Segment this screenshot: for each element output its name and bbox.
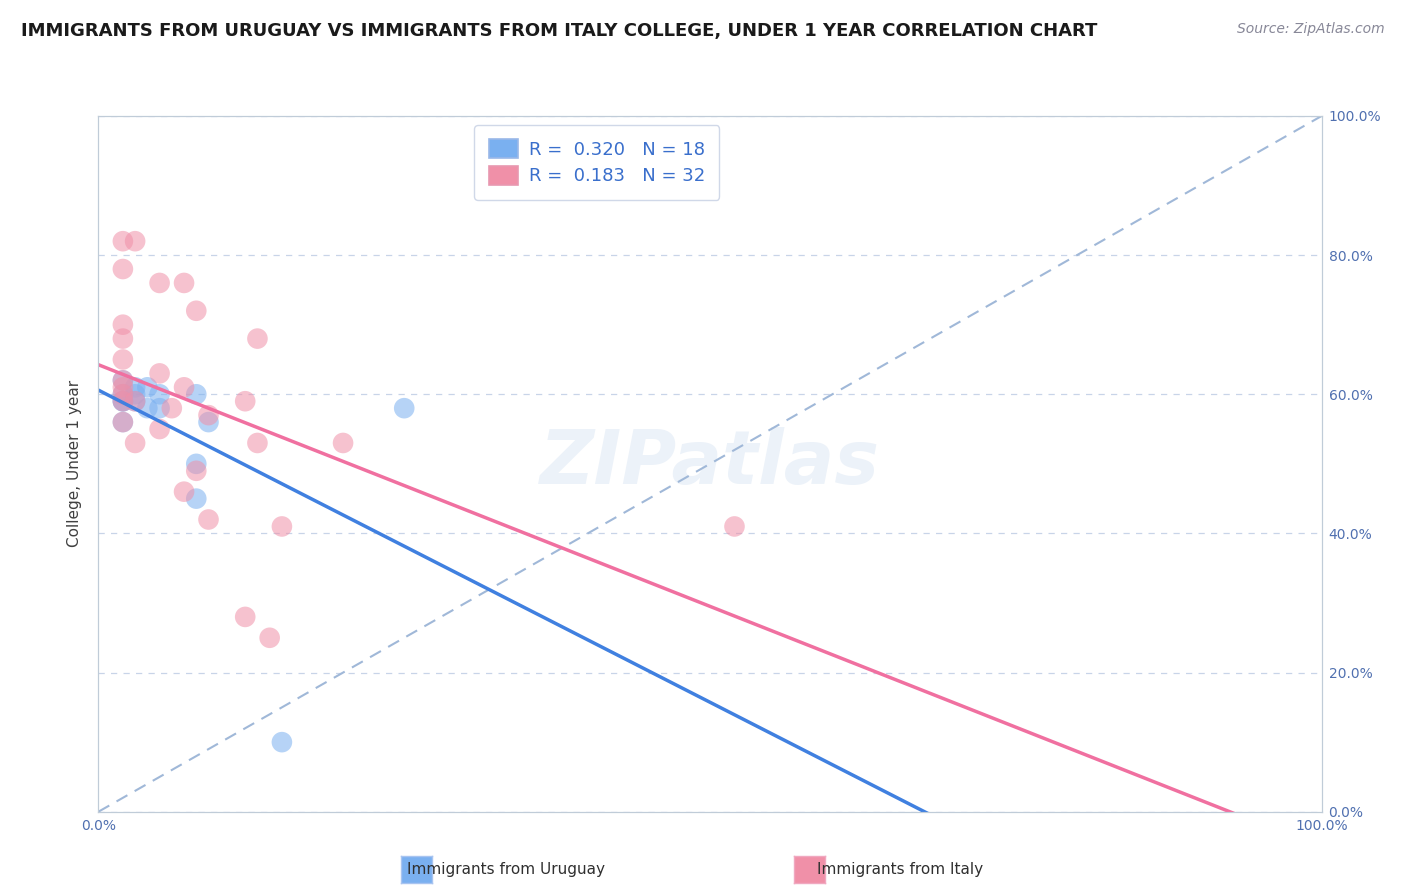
Point [124,394,146,409]
Point [111,394,134,409]
Point [186,457,208,471]
Point [173,276,195,290]
Point [149,276,172,290]
Text: ZIPatlas: ZIPatlas [540,427,880,500]
Point [186,491,208,506]
Point [246,436,269,450]
Point [111,318,134,332]
Point [111,415,134,429]
Point [111,394,134,409]
Point [186,303,208,318]
Point [197,415,219,429]
Point [111,373,134,387]
Point [124,387,146,401]
Text: IMMIGRANTS FROM URUGUAY VS IMMIGRANTS FROM ITALY COLLEGE, UNDER 1 YEAR CORRELATI: IMMIGRANTS FROM URUGUAY VS IMMIGRANTS FR… [21,22,1098,40]
Point [111,262,134,277]
Point [332,436,354,450]
Point [186,387,208,401]
Point [270,735,294,749]
Point [723,519,745,533]
Text: Immigrants from Italy: Immigrants from Italy [817,863,983,877]
Point [111,415,134,429]
Point [197,408,219,422]
Legend: R =  0.320   N = 18, R =  0.183   N = 32: R = 0.320 N = 18, R = 0.183 N = 32 [474,125,720,200]
Point [136,401,159,416]
Point [124,234,146,248]
Point [111,394,134,409]
Point [259,631,281,645]
Point [173,380,195,394]
Point [111,387,134,401]
Point [270,519,294,533]
Point [173,484,195,499]
Y-axis label: College, Under 1 year: College, Under 1 year [67,380,83,548]
Point [124,436,146,450]
Text: Source: ZipAtlas.com: Source: ZipAtlas.com [1237,22,1385,37]
Point [246,332,269,346]
Text: Immigrants from Uruguay: Immigrants from Uruguay [408,863,605,877]
Point [149,422,172,436]
Point [111,352,134,367]
Point [149,367,172,381]
Point [392,401,416,416]
Point [160,401,183,416]
Point [111,332,134,346]
Point [197,512,219,526]
Point [111,380,134,394]
Point [136,380,159,394]
Point [233,610,256,624]
Point [111,387,134,401]
Point [186,464,208,478]
Point [124,394,146,409]
Point [149,387,172,401]
Point [124,380,146,394]
Point [111,373,134,387]
Point [111,234,134,248]
Point [233,394,256,409]
Point [149,401,172,416]
